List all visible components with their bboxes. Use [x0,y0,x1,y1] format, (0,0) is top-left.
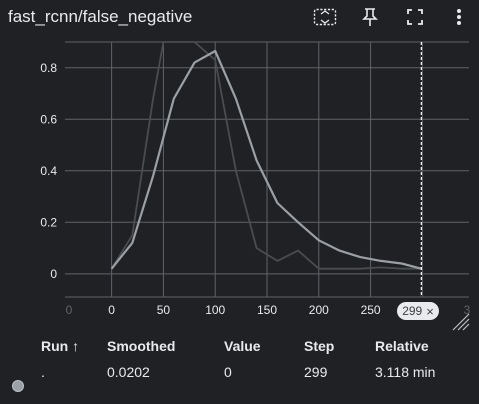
y-tick-label: 0.2 [40,215,57,229]
x-tick-label: 200 [309,303,329,317]
resize-handle-icon[interactable] [450,311,470,336]
step-cursor-chip[interactable]: 299 × [397,302,439,320]
x-tick-label: 0 [108,303,115,317]
column-header-smoothed: Smoothed [107,338,176,354]
series-line-smoothed [110,49,422,270]
x-tick-label: 3 [464,303,471,317]
chart-tick-labels: 0 0.2 0.4 0.6 0.8 0 0 50 100 150 200 250 3 [40,61,470,317]
x-tick-label: 150 [257,303,277,317]
column-header-step: Step [304,338,335,354]
close-icon[interactable]: × [426,303,434,319]
line-chart[interactable]: 0 0.2 0.4 0.6 0.8 0 0 50 100 150 200 250 3 [0,0,479,330]
y-tick-label: 0.6 [40,112,57,126]
x-tick-label: 50 [157,303,171,317]
y-tick-label: 0.8 [40,61,57,75]
column-header-relative: Relative [375,338,429,354]
cell-run: . [41,364,45,380]
cell-step: 299 [304,364,328,380]
series-line-raw [110,41,422,270]
cell-smoothed: 0.0202 [107,364,150,380]
x-tick-label: 0 [66,303,73,317]
fit-domain-icon[interactable] [312,6,338,28]
more-vert-icon[interactable] [452,6,466,28]
cell-relative: 3.118 min [375,364,436,380]
run-color-swatch[interactable] [12,380,24,392]
y-tick-label: 0.4 [40,164,57,178]
chart-grid [65,41,469,298]
x-tick-label: 250 [361,303,381,317]
fullscreen-icon[interactable] [405,6,425,28]
y-tick-label: 0 [50,267,57,281]
pin-icon[interactable] [360,6,380,28]
chart-series [110,41,422,297]
column-header-run[interactable]: Run ↑ [41,338,80,354]
x-tick-label: 100 [205,303,225,317]
chart-title: fast_rcnn/false_negative [8,7,193,26]
cell-value: 0 [224,364,232,380]
column-header-value: Value [224,338,261,354]
step-chip-label: 299 [402,304,423,318]
